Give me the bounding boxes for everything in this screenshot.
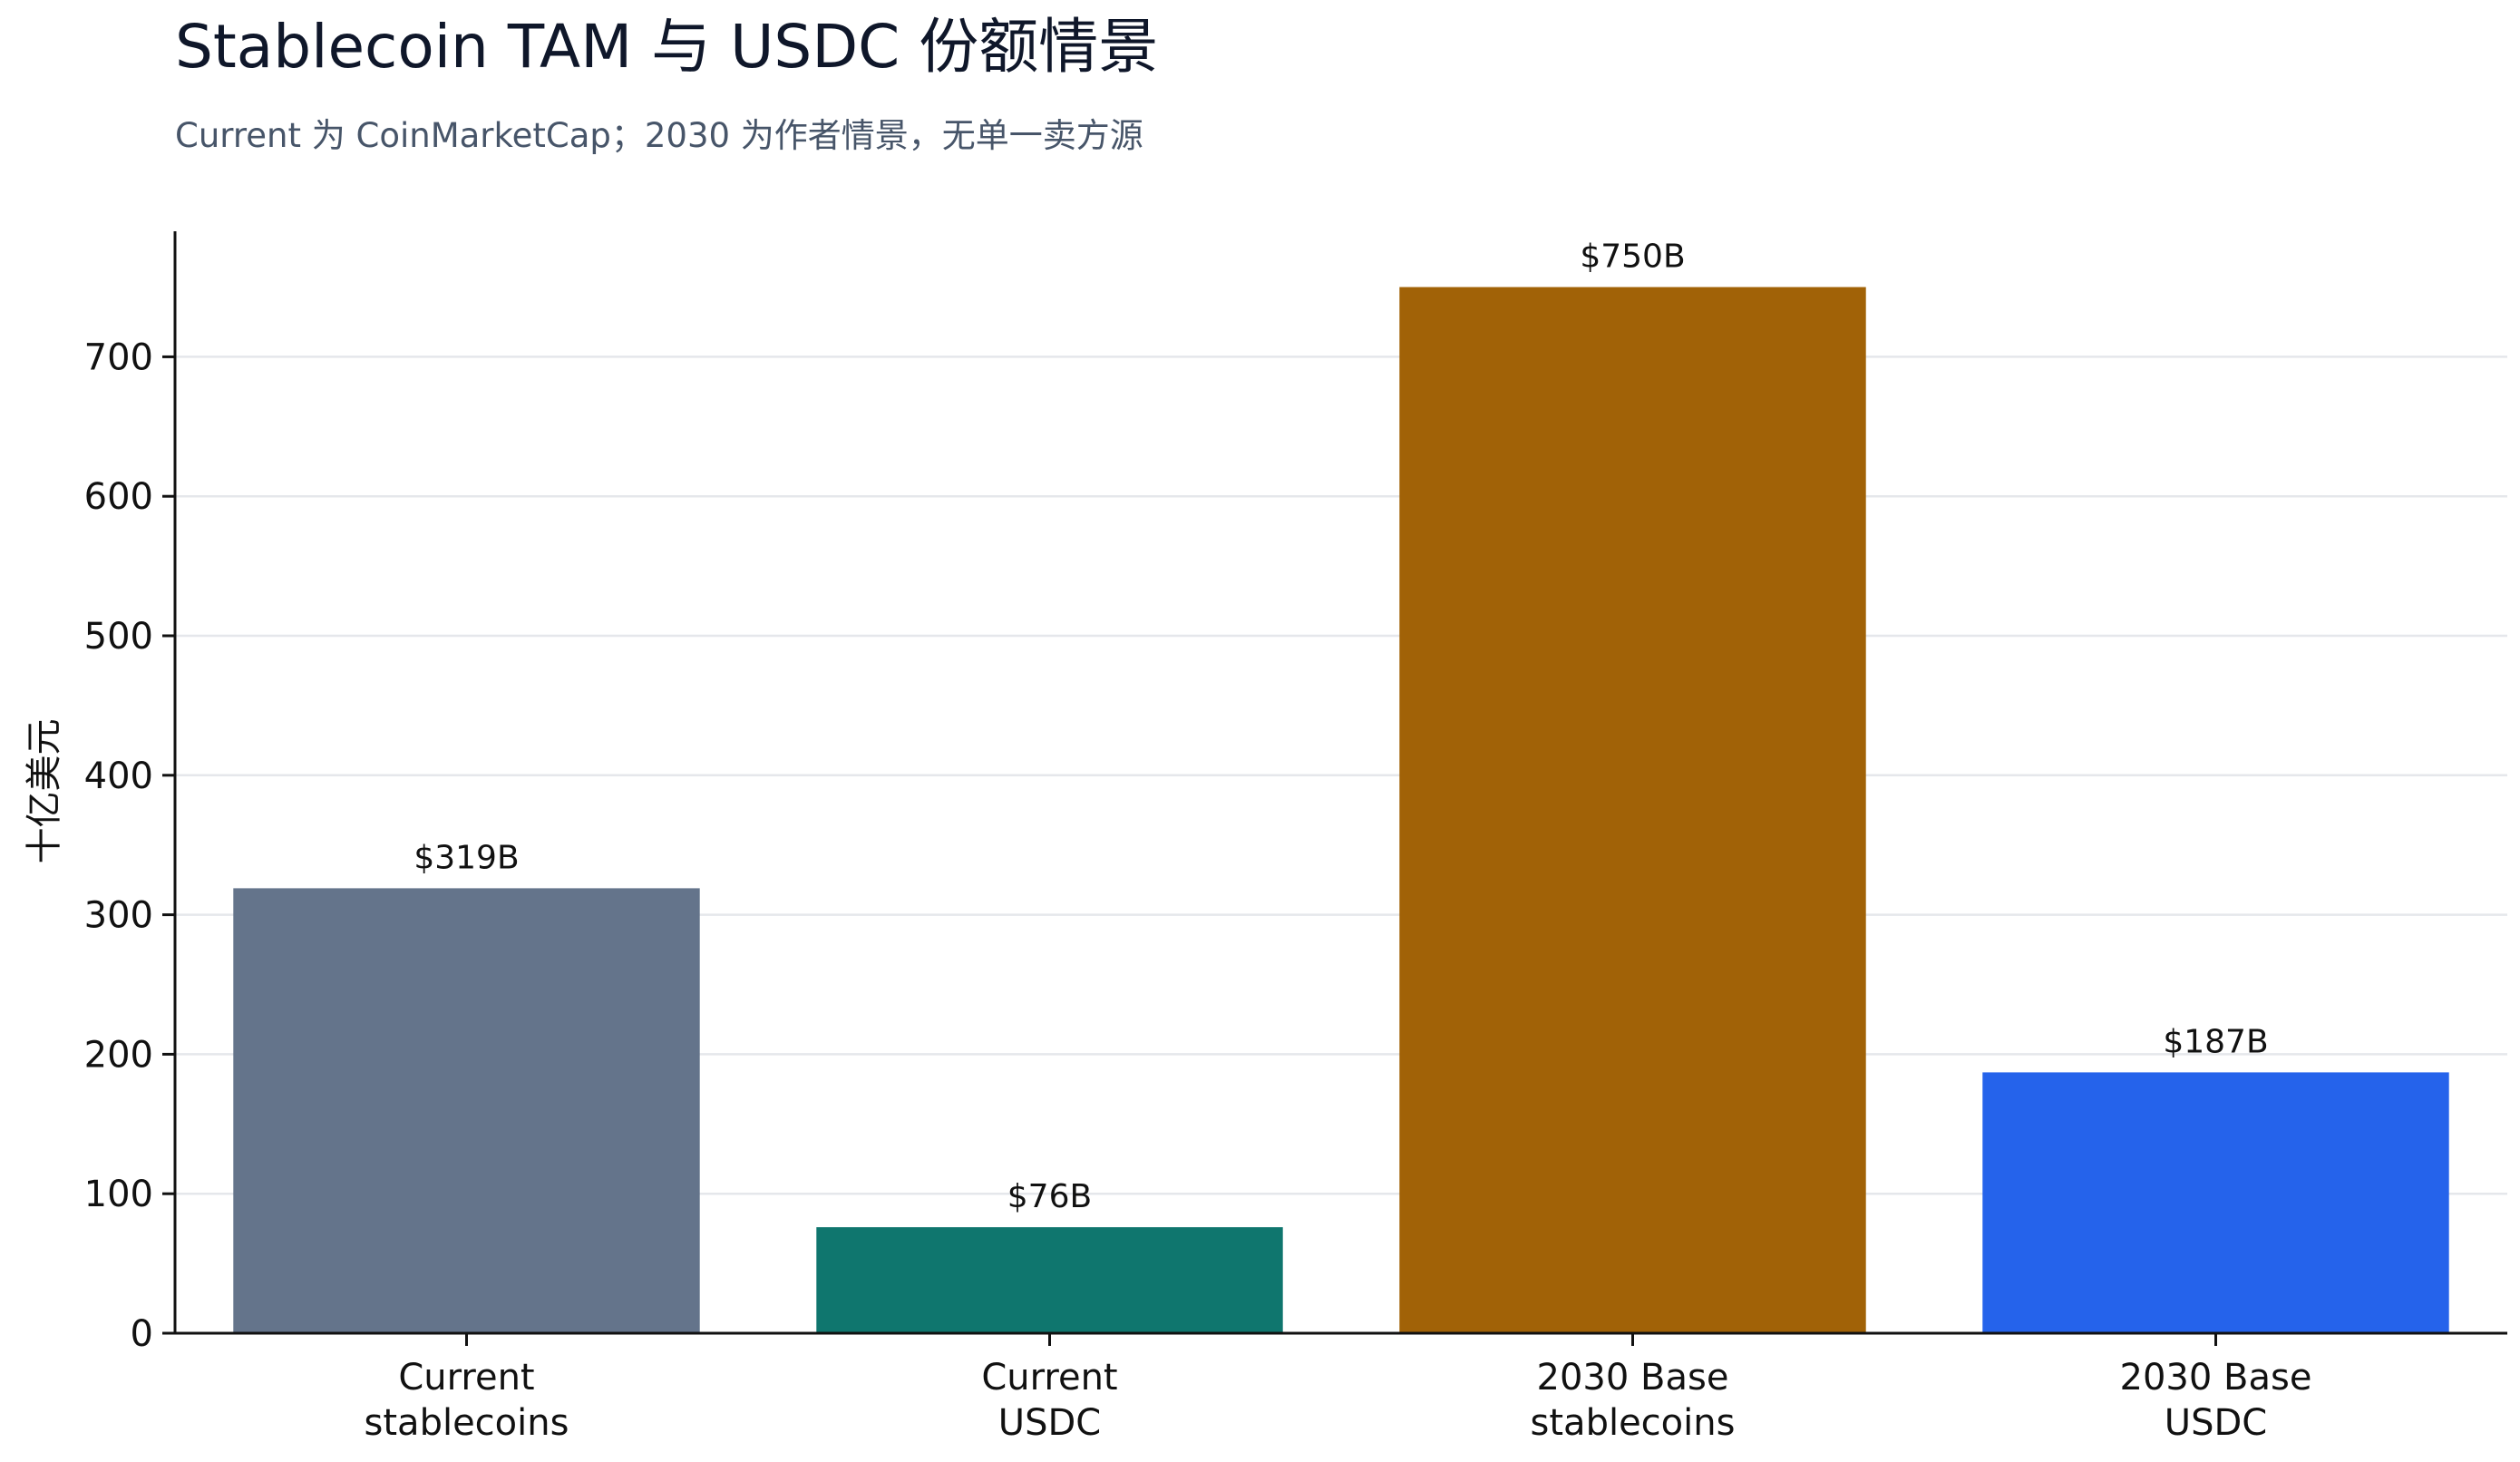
- x-tick-label-2-0: 2030 Base: [1537, 1357, 1729, 1399]
- data-label-0: $319B: [414, 839, 519, 876]
- x-tick-label-0-1: stablecoins: [365, 1402, 569, 1444]
- y-tick-label: 500: [84, 616, 153, 658]
- y-tick-label: 400: [84, 755, 153, 797]
- chart-title: Stablecoin TAM 与 USDC 份额情景: [175, 12, 1159, 82]
- data-label-2: $750B: [1580, 239, 1685, 276]
- x-tick-label-1-1: USDC: [998, 1402, 1101, 1444]
- x-tick-label-0-0: Current: [398, 1357, 534, 1399]
- data-label-1: $76B: [1007, 1178, 1092, 1215]
- y-tick-label: 600: [84, 476, 153, 518]
- y-tick-label: 700: [84, 336, 153, 378]
- x-tick-label-1-0: Current: [981, 1357, 1117, 1399]
- data-label-3: $187B: [2163, 1023, 2268, 1060]
- y-tick-label: 100: [84, 1174, 153, 1215]
- x-tick-label-3-1: USDC: [2165, 1402, 2267, 1444]
- bar-3: [1982, 1072, 2449, 1333]
- y-tick-label: 300: [84, 895, 153, 937]
- labels: 0100200300400500600700$319BCurrentstable…: [84, 239, 2312, 1444]
- bars: [233, 287, 2449, 1333]
- y-tick-label: 200: [84, 1034, 153, 1076]
- axes: [173, 231, 2507, 1335]
- x-tick-label-2-1: stablecoins: [1531, 1402, 1736, 1444]
- x-tick-label-3-0: 2030 Base: [2120, 1357, 2312, 1399]
- bar-0: [233, 888, 700, 1333]
- y-tick-label: 0: [131, 1313, 153, 1355]
- bar-1: [816, 1227, 1283, 1333]
- chart-subtitle: Current 为 CoinMarketCap；2030 为作者情景，无单一卖方…: [175, 116, 1143, 155]
- bar-2: [1399, 287, 1866, 1333]
- y-axis-title: 十亿美元: [24, 719, 65, 864]
